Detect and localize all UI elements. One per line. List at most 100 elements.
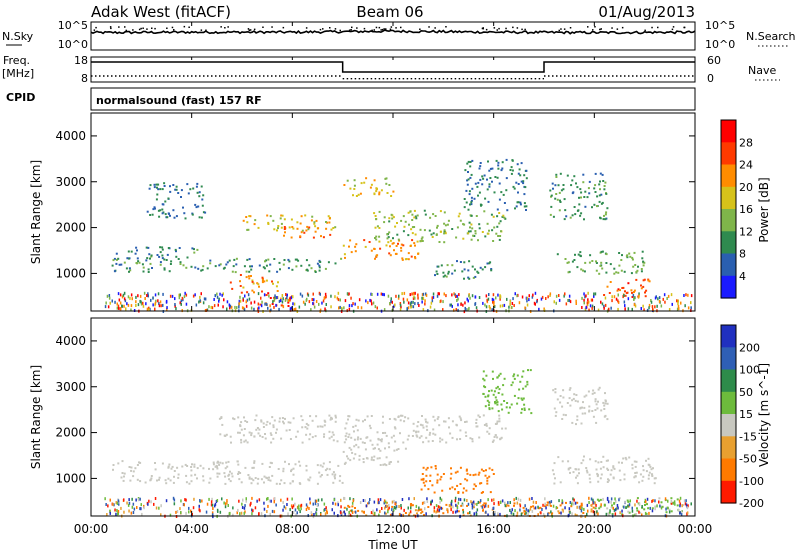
scatter-cell bbox=[449, 432, 452, 435]
scatter-cell bbox=[325, 509, 328, 513]
scatter-cell bbox=[343, 441, 346, 444]
scatter-cell bbox=[348, 511, 350, 514]
scatter-cell bbox=[328, 468, 331, 471]
scatter-cell bbox=[401, 414, 404, 417]
scatter-cell bbox=[245, 276, 248, 279]
scatter-cell bbox=[312, 515, 315, 519]
scatter-cell bbox=[178, 293, 180, 297]
scatter-cell bbox=[238, 305, 240, 309]
scatter-cell bbox=[469, 203, 471, 206]
scatter-cell bbox=[301, 229, 304, 232]
nsearch-point bbox=[247, 28, 250, 30]
scatter-cell bbox=[522, 397, 525, 400]
scatter-cell bbox=[618, 497, 621, 500]
nsearch-point bbox=[363, 27, 366, 30]
scatter-cell bbox=[237, 508, 239, 512]
scatter-cell bbox=[221, 423, 224, 426]
scatter-cell bbox=[595, 260, 597, 263]
scatter-cell bbox=[530, 505, 533, 508]
scatter-cell bbox=[509, 302, 511, 306]
scatter-cell bbox=[418, 304, 420, 307]
scatter-cell bbox=[283, 234, 285, 237]
scatter-cell bbox=[489, 177, 492, 179]
scatter-cell bbox=[575, 182, 577, 185]
scatter-cell bbox=[581, 296, 583, 300]
scatter-cell bbox=[129, 269, 132, 272]
scatter-cell bbox=[130, 293, 133, 297]
scatter-cell bbox=[265, 423, 268, 426]
scatter-cell bbox=[634, 304, 637, 308]
scatter-cell bbox=[454, 510, 457, 514]
scatter-cell bbox=[425, 480, 428, 483]
scatter-cell bbox=[526, 380, 529, 383]
scatter-cell bbox=[383, 499, 386, 503]
scatter-cell bbox=[146, 257, 149, 260]
scatter-cell bbox=[404, 220, 407, 223]
scatter-cell bbox=[453, 269, 456, 272]
scatter-cell bbox=[459, 261, 462, 263]
scatter-cell bbox=[157, 183, 160, 186]
scatter-cell bbox=[343, 462, 346, 465]
scatter-cell bbox=[114, 300, 116, 304]
scatter-cell bbox=[243, 440, 246, 443]
scatter-cell bbox=[172, 184, 175, 186]
scatter-cell bbox=[423, 514, 425, 517]
scatter-cell bbox=[247, 293, 250, 297]
scatter-cell bbox=[520, 512, 523, 516]
scatter-cell bbox=[216, 295, 219, 299]
scatter-cell bbox=[127, 295, 130, 299]
scatter-cell bbox=[411, 219, 414, 221]
scatter-cell bbox=[200, 185, 203, 188]
scatter-cell bbox=[365, 299, 367, 303]
scatter-cell bbox=[528, 509, 530, 513]
scatter-cell bbox=[485, 374, 488, 377]
colorbar-tick: 200 bbox=[739, 341, 760, 354]
scatter-cell bbox=[209, 262, 212, 265]
scatter-cell bbox=[436, 481, 439, 484]
scatter-cell bbox=[136, 249, 138, 252]
scatter-cell bbox=[464, 421, 466, 423]
scatter-cell bbox=[378, 227, 381, 229]
scatter-cell bbox=[633, 289, 636, 292]
scatter-cell bbox=[592, 415, 595, 418]
scatter-cell bbox=[409, 293, 411, 297]
scatter-cell bbox=[249, 265, 252, 268]
scatter-cell bbox=[315, 512, 318, 516]
scatter-cell bbox=[479, 266, 482, 269]
scatter-cell bbox=[558, 298, 561, 302]
scatter-cell bbox=[210, 500, 213, 504]
scatter-cell bbox=[228, 303, 231, 307]
scatter-cell bbox=[228, 473, 231, 476]
scatter-cell bbox=[676, 299, 678, 303]
scatter-cell bbox=[544, 505, 546, 508]
scatter-cell bbox=[413, 295, 415, 299]
scatter-cell bbox=[477, 181, 480, 184]
scatter-cell bbox=[229, 480, 232, 483]
scatter-cell bbox=[186, 256, 189, 259]
scatter-cell bbox=[230, 305, 233, 309]
scatter-cell bbox=[362, 458, 365, 460]
scatter-cell bbox=[408, 512, 411, 516]
scatter-cell bbox=[378, 191, 381, 194]
nsearch-point bbox=[124, 26, 126, 28]
scatter-cell bbox=[298, 460, 301, 463]
scatter-cell bbox=[237, 431, 239, 434]
scatter-cell bbox=[313, 221, 316, 224]
scatter-cell bbox=[324, 469, 327, 472]
scatter-cell bbox=[617, 307, 619, 311]
scatter-cell bbox=[680, 513, 683, 516]
scatter-cell bbox=[323, 296, 326, 300]
scatter-cell bbox=[251, 280, 254, 283]
scatter-cell bbox=[328, 430, 331, 433]
scatter-cell bbox=[403, 508, 405, 512]
scatter-cell bbox=[431, 499, 433, 503]
scatter-cell bbox=[331, 473, 334, 476]
cpid-text: normalsound (fast) 157 RF bbox=[96, 94, 262, 107]
scatter-cell bbox=[457, 501, 460, 505]
scatter-cell bbox=[430, 500, 432, 504]
scatter-cell bbox=[479, 165, 482, 168]
scatter-cell bbox=[387, 505, 389, 508]
scatter-cell bbox=[442, 308, 444, 312]
scatter-cell bbox=[501, 215, 504, 218]
scatter-cell bbox=[282, 297, 284, 301]
